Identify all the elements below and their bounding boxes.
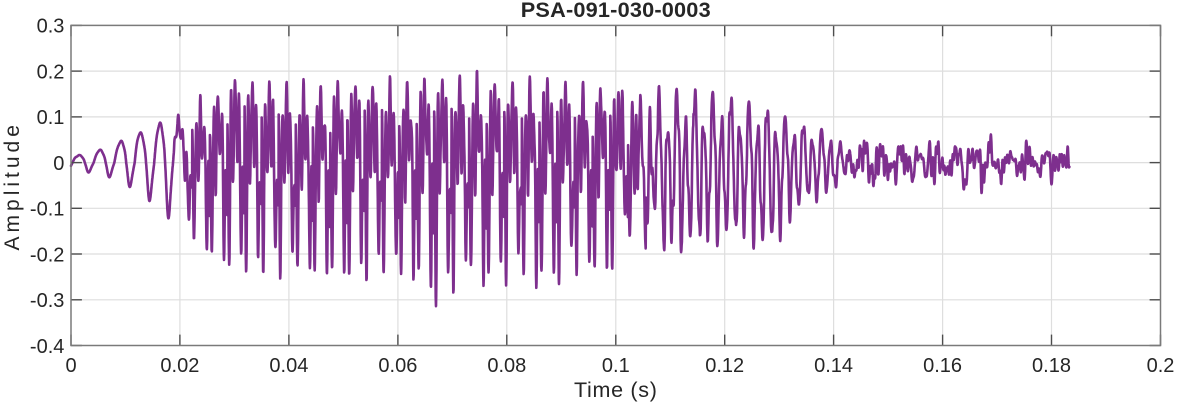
svg-text:-0.3: -0.3 [30, 290, 64, 312]
svg-text:Time (s): Time (s) [574, 378, 658, 402]
svg-text:0.2: 0.2 [1147, 355, 1175, 377]
svg-text:-0.1: -0.1 [30, 199, 64, 221]
svg-text:0.12: 0.12 [705, 355, 744, 377]
svg-text:0.06: 0.06 [378, 355, 417, 377]
svg-text:0: 0 [65, 355, 76, 377]
svg-text:PSA-091-030-0003: PSA-091-030-0003 [521, 0, 711, 22]
svg-text:0.18: 0.18 [1032, 355, 1071, 377]
svg-text:0.1: 0.1 [37, 107, 65, 129]
svg-text:-0.4: -0.4 [30, 336, 64, 358]
svg-text:0.16: 0.16 [923, 355, 962, 377]
svg-text:0.08: 0.08 [487, 355, 526, 377]
svg-text:0.2: 0.2 [37, 61, 65, 83]
svg-text:0.3: 0.3 [37, 16, 65, 38]
svg-text:0.04: 0.04 [269, 355, 308, 377]
svg-text:0.02: 0.02 [160, 355, 199, 377]
svg-text:0.1: 0.1 [602, 355, 630, 377]
svg-text:0: 0 [53, 153, 64, 175]
svg-text:Amplitude: Amplitude [1, 121, 24, 250]
svg-text:-0.2: -0.2 [30, 244, 64, 266]
svg-text:0.14: 0.14 [814, 355, 853, 377]
